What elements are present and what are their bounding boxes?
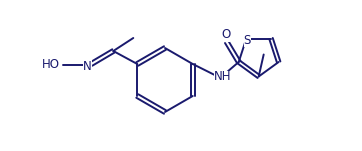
Text: HO: HO bbox=[42, 58, 60, 72]
Text: O: O bbox=[221, 29, 230, 42]
Text: S: S bbox=[244, 34, 251, 47]
Text: N: N bbox=[83, 59, 92, 72]
Text: NH: NH bbox=[214, 71, 231, 84]
